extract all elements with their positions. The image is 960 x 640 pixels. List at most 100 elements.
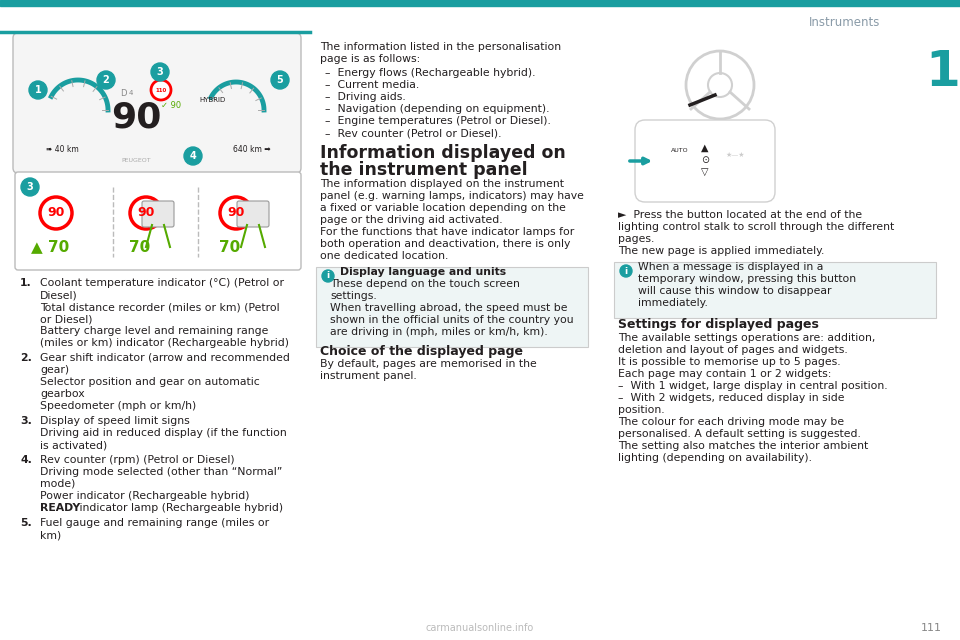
Text: gear): gear) [40,365,69,375]
Circle shape [151,80,171,100]
Text: AUTO: AUTO [671,147,689,152]
Text: Driving aid in reduced display (if the function: Driving aid in reduced display (if the f… [40,428,287,438]
Text: 70: 70 [220,239,241,255]
Text: 1.: 1. [20,278,32,288]
FancyBboxPatch shape [142,201,174,227]
FancyBboxPatch shape [614,262,936,318]
Text: Display of speed limit signs: Display of speed limit signs [40,416,190,426]
Text: a fixed or variable location depending on the: a fixed or variable location depending o… [320,203,565,213]
Text: Total distance recorder (miles or km) (Petrol: Total distance recorder (miles or km) (P… [40,302,279,312]
Text: or Diesel): or Diesel) [40,314,92,324]
Text: 640 km ➡: 640 km ➡ [233,145,271,154]
Text: 4: 4 [129,90,133,96]
Text: panel (e.g. warning lamps, indicators) may have: panel (e.g. warning lamps, indicators) m… [320,191,584,201]
Text: Selector position and gear on automatic: Selector position and gear on automatic [40,377,260,387]
Text: ⊙: ⊙ [701,155,709,165]
Text: –  Rev counter (Petrol or Diesel).: – Rev counter (Petrol or Diesel). [325,128,501,138]
Text: are driving in (mph, miles or km/h, km).: are driving in (mph, miles or km/h, km). [330,327,548,337]
Text: Battery charge level and remaining range: Battery charge level and remaining range [40,326,269,336]
Text: both operation and deactivation, there is only: both operation and deactivation, there i… [320,239,570,249]
Text: page or the driving aid activated.: page or the driving aid activated. [320,215,503,225]
Text: –  With 1 widget, large display in central position.: – With 1 widget, large display in centra… [618,381,888,391]
Text: 3.: 3. [20,416,32,426]
Text: 5.: 5. [20,518,32,528]
Text: ➠ 40 km: ➠ 40 km [46,145,79,154]
Text: Information displayed on: Information displayed on [320,144,565,162]
Text: instrument panel.: instrument panel. [320,371,417,381]
Text: 111: 111 [921,623,942,633]
Text: –  Current media.: – Current media. [325,80,420,90]
Text: D: D [120,88,127,97]
Text: ▲ 70: ▲ 70 [31,239,69,255]
Text: These depend on the touch screen: These depend on the touch screen [330,279,520,289]
Text: 2.: 2. [20,353,32,363]
Text: When travelling abroad, the speed must be: When travelling abroad, the speed must b… [330,303,567,313]
Text: deletion and layout of pages and widgets.: deletion and layout of pages and widgets… [618,345,848,355]
Text: gearbox: gearbox [40,389,84,399]
Circle shape [97,71,115,89]
Text: i: i [326,271,329,280]
Text: page is as follows:: page is as follows: [320,54,420,64]
Text: is activated): is activated) [40,440,108,450]
Text: Diesel): Diesel) [40,290,78,300]
Text: ▲: ▲ [701,143,708,153]
Text: temporary window, pressing this button: temporary window, pressing this button [638,274,856,284]
Text: The information displayed on the instrument: The information displayed on the instrum… [320,179,564,189]
Text: 90: 90 [47,207,64,220]
Circle shape [271,71,289,89]
Circle shape [21,178,39,196]
Text: 3: 3 [156,67,163,77]
Circle shape [686,51,754,119]
Text: The information listed in the personalisation: The information listed in the personalis… [320,42,562,52]
FancyBboxPatch shape [15,172,301,270]
Text: HYBRID: HYBRID [200,97,227,103]
Circle shape [151,63,169,81]
Text: Choice of the displayed page: Choice of the displayed page [320,345,523,358]
Circle shape [130,197,162,229]
Text: Instruments: Instruments [809,15,880,29]
Text: PEUGEOT: PEUGEOT [121,157,151,163]
Circle shape [708,73,732,97]
Text: By default, pages are memorised in the: By default, pages are memorised in the [320,359,537,369]
Text: 90: 90 [110,101,161,135]
Text: For the functions that have indicator lamps for: For the functions that have indicator la… [320,227,574,237]
Text: pages.: pages. [618,234,655,244]
Text: The available settings operations are: addition,: The available settings operations are: a… [618,333,876,343]
Circle shape [40,197,72,229]
FancyBboxPatch shape [316,267,588,347]
Text: mode): mode) [40,479,76,489]
Circle shape [29,81,47,99]
Text: 3: 3 [27,182,34,192]
Text: 5: 5 [276,75,283,85]
Text: –  Energy flows (Rechargeable hybrid).: – Energy flows (Rechargeable hybrid). [325,68,536,78]
Text: Display language and units: Display language and units [340,267,506,277]
Text: 2: 2 [103,75,109,85]
Text: 90: 90 [228,207,245,220]
Text: 4.: 4. [20,455,32,465]
Text: –  Driving aids.: – Driving aids. [325,92,406,102]
Text: 1: 1 [925,48,960,96]
Text: settings.: settings. [330,291,376,301]
Circle shape [620,265,632,277]
Text: km): km) [40,530,61,540]
Text: ►  Press the button located at the end of the: ► Press the button located at the end of… [618,210,862,220]
Text: position.: position. [618,405,664,415]
Text: lighting control stalk to scroll through the different: lighting control stalk to scroll through… [618,222,895,232]
Text: indicator lamp (Rechargeable hybrid): indicator lamp (Rechargeable hybrid) [76,503,283,513]
Circle shape [220,197,252,229]
Text: ✓ 90: ✓ 90 [161,102,181,111]
Text: READY: READY [40,503,81,513]
FancyBboxPatch shape [635,120,775,202]
Text: the instrument panel: the instrument panel [320,161,528,179]
Text: one dedicated location.: one dedicated location. [320,251,448,261]
Text: The colour for each driving mode may be: The colour for each driving mode may be [618,417,844,427]
Text: It is possible to memorise up to 5 pages.: It is possible to memorise up to 5 pages… [618,357,841,367]
Text: 1: 1 [35,85,41,95]
Text: Each page may contain 1 or 2 widgets:: Each page may contain 1 or 2 widgets: [618,369,831,379]
Text: Rev counter (rpm) (Petrol or Diesel): Rev counter (rpm) (Petrol or Diesel) [40,455,234,465]
Text: personalised. A default setting is suggested.: personalised. A default setting is sugge… [618,429,861,439]
Text: shown in the official units of the country you: shown in the official units of the count… [330,315,574,325]
Text: The new page is applied immediately.: The new page is applied immediately. [618,246,825,256]
Text: (miles or km) indicator (Rechargeable hybrid): (miles or km) indicator (Rechargeable hy… [40,338,289,348]
Circle shape [322,270,334,282]
